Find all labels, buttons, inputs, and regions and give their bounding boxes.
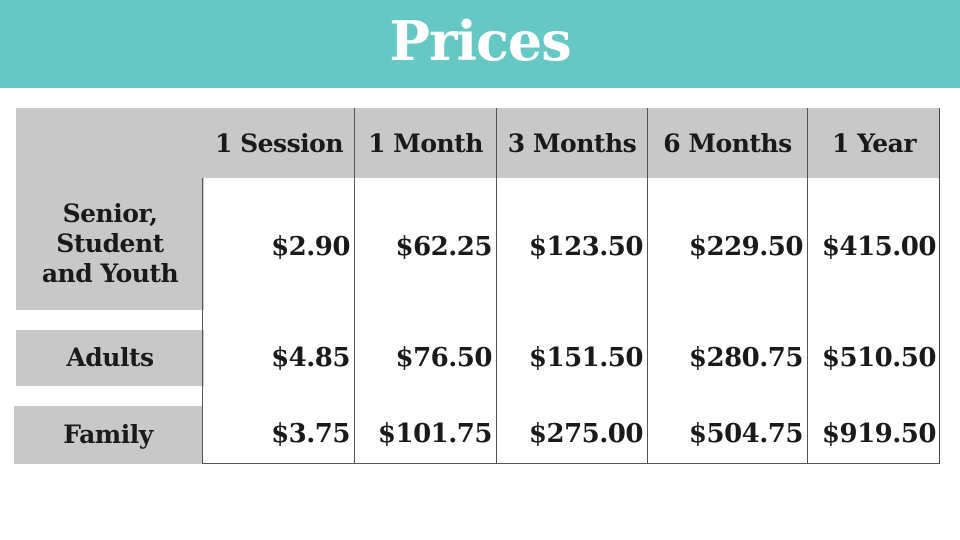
- row-header-senior-student-youth: Senior, Student and Youth: [16, 178, 204, 310]
- price-cell: $101.75: [377, 419, 493, 449]
- grid-line: [647, 108, 648, 464]
- price-cell: $504.75: [688, 419, 804, 449]
- column-header-3-months: 3 Months: [507, 128, 637, 158]
- grid-line: [939, 108, 940, 464]
- column-header-6-months: 6 Months: [663, 128, 792, 158]
- grid-line: [202, 463, 940, 464]
- grid-line: [496, 108, 497, 464]
- grid-line: [354, 108, 355, 464]
- price-cell: $510.50: [821, 343, 937, 373]
- row-header-family: Family: [14, 406, 202, 464]
- price-cell: $229.50: [688, 232, 804, 262]
- price-cell: $4.85: [271, 343, 350, 373]
- grid-line: [202, 178, 203, 464]
- title-banner: Prices: [0, 0, 960, 88]
- price-cell: $2.90: [271, 232, 350, 262]
- grid-line: [807, 108, 808, 464]
- column-header-1-year: 1 Year: [831, 128, 917, 158]
- price-cell: $123.50: [528, 232, 644, 262]
- price-cell: $151.50: [528, 343, 644, 373]
- row-header-adults: Adults: [16, 330, 204, 386]
- price-cell: $919.50: [821, 419, 937, 449]
- price-cell: $76.50: [395, 343, 492, 373]
- table-header-row: [16, 108, 940, 178]
- price-cell: $275.00: [528, 419, 644, 449]
- column-header-1-month: 1 Month: [368, 128, 483, 158]
- page-title: Prices: [389, 9, 571, 73]
- price-cell: $3.75: [271, 419, 350, 449]
- price-cell: $415.00: [821, 232, 937, 262]
- price-cell: $280.75: [688, 343, 804, 373]
- price-cell: $62.25: [395, 232, 492, 262]
- column-header-1-session: 1 Session: [214, 128, 344, 158]
